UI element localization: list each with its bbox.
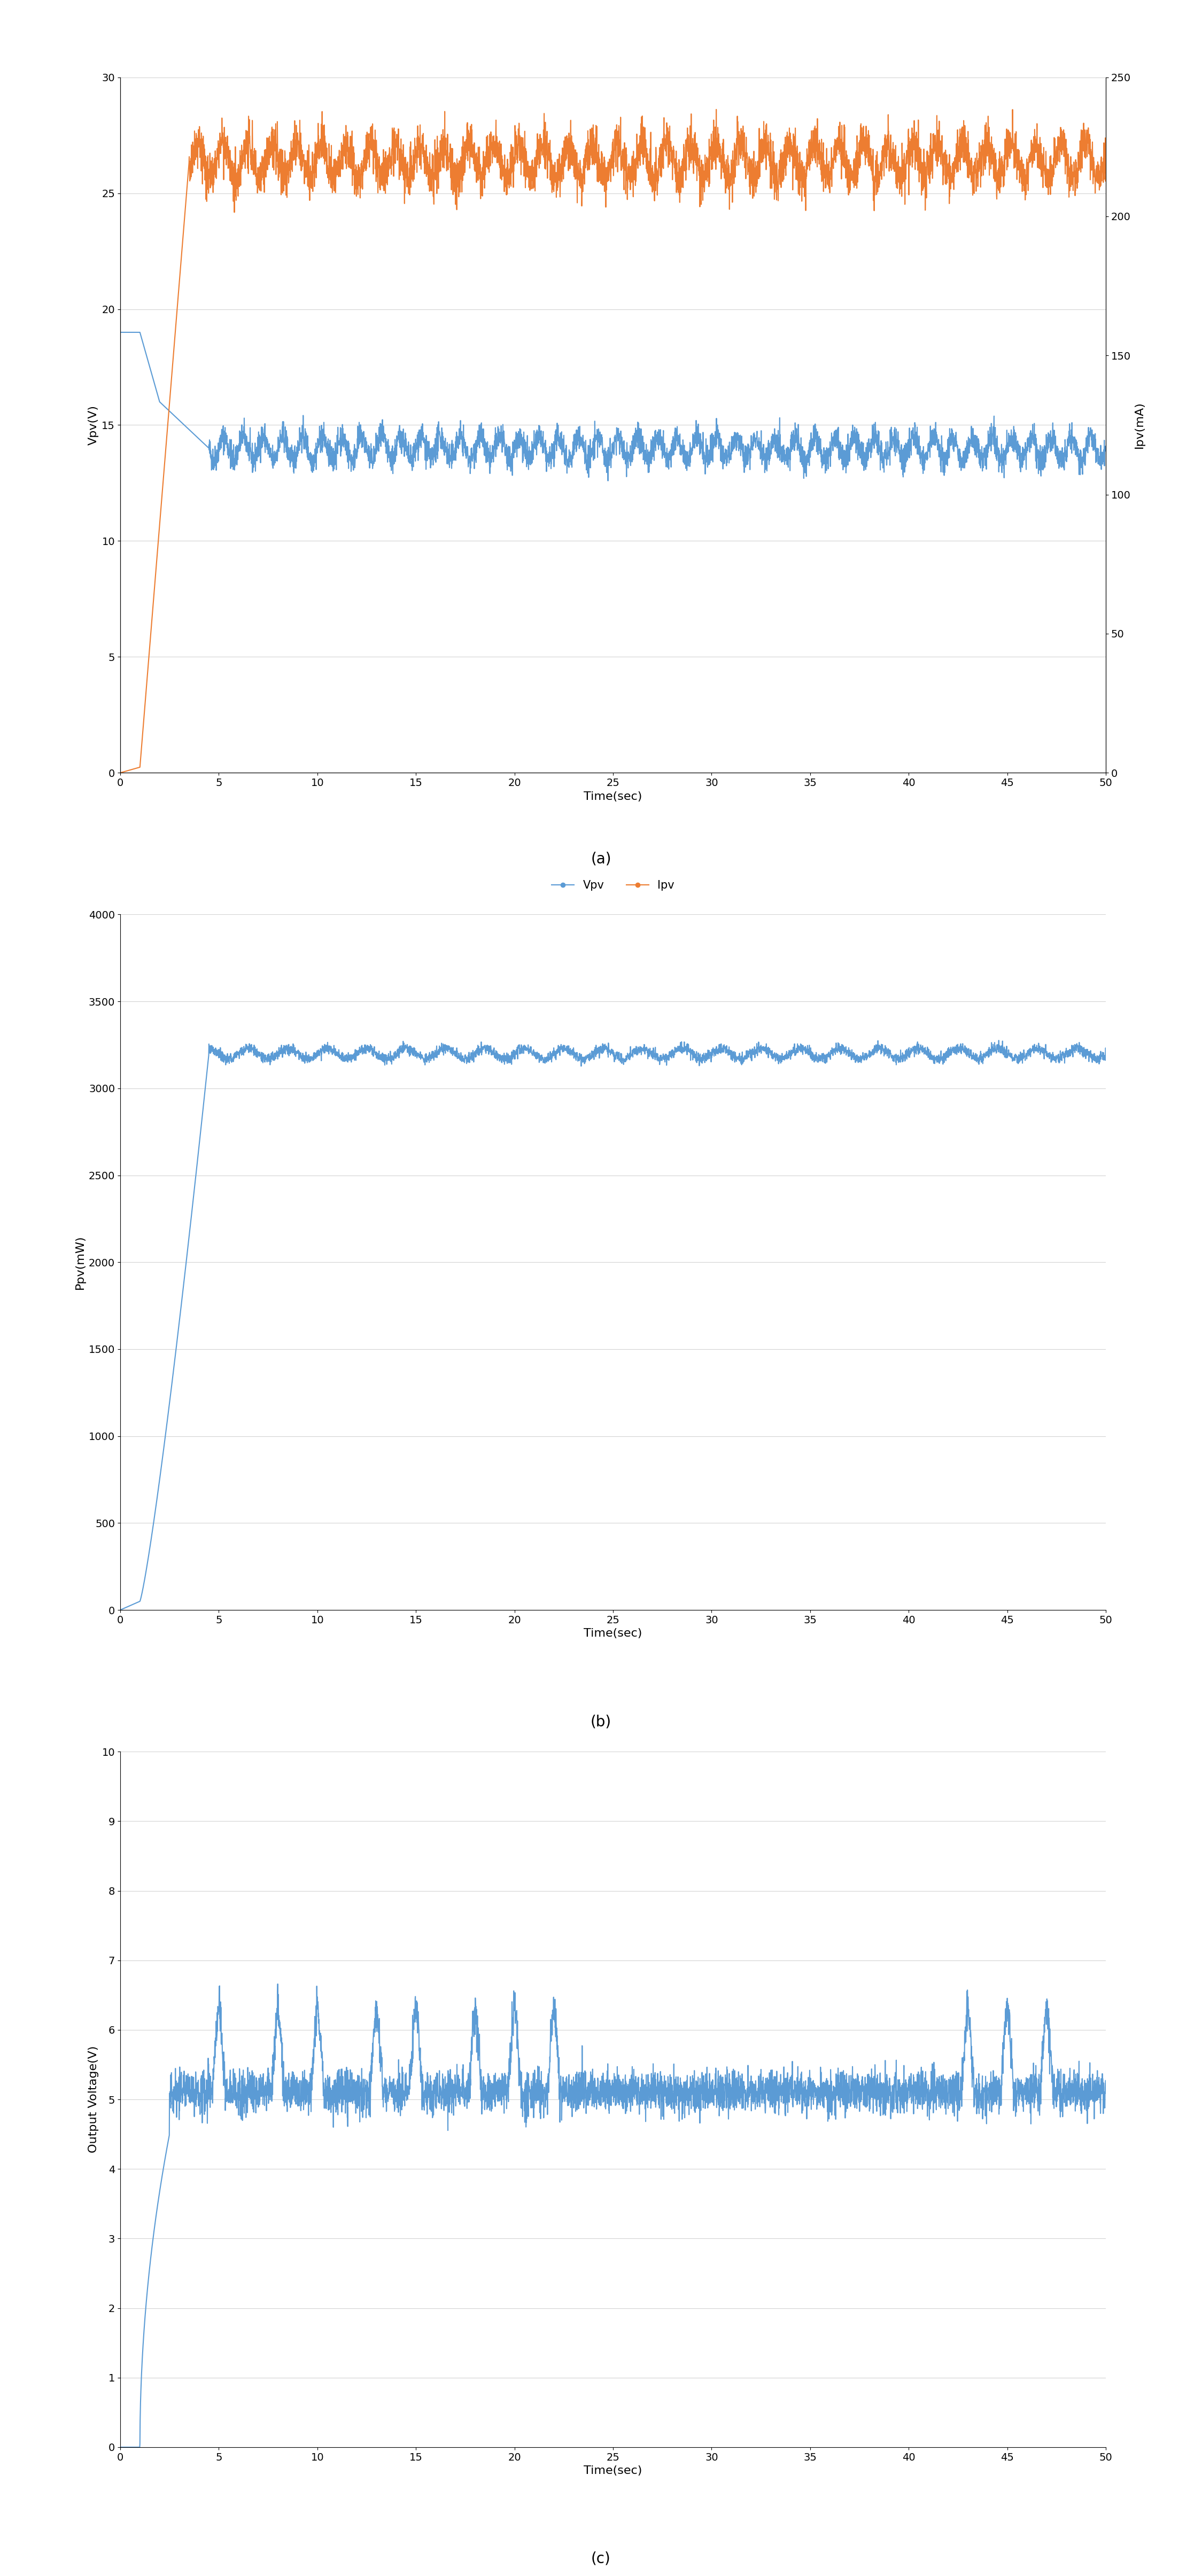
Vpv: [1099, 435, 1113, 466]
Line: Ipv: Ipv: [120, 108, 1106, 773]
Ipv: [849, 137, 863, 167]
X-axis label: Time(sec): Time(sec): [584, 2465, 642, 2476]
Y-axis label: Output Voltage(V): Output Voltage(V): [88, 2045, 99, 2154]
Vpv: [601, 466, 615, 497]
Text: (a): (a): [590, 850, 612, 866]
X-axis label: Time(sec): Time(sec): [584, 791, 642, 801]
Ipv: [113, 757, 127, 788]
X-axis label: Time(sec): Time(sec): [584, 1628, 642, 1638]
Ipv: [489, 121, 504, 152]
Ipv: [704, 118, 719, 149]
Ipv: [292, 144, 307, 175]
Text: (b): (b): [590, 1713, 612, 1728]
Y-axis label: Vpv(V): Vpv(V): [88, 404, 99, 446]
Legend: Vpv, Ipv: Vpv, Ipv: [547, 876, 679, 896]
Y-axis label: Ipv(mA): Ipv(mA): [1133, 402, 1144, 448]
Vpv: [489, 428, 504, 459]
Ipv: [709, 93, 724, 124]
Text: (c): (c): [591, 2550, 611, 2566]
Vpv: [113, 317, 127, 348]
Vpv: [923, 430, 938, 461]
Vpv: [849, 422, 863, 453]
Vpv: [292, 430, 307, 461]
Line: Vpv: Vpv: [120, 332, 1106, 482]
Vpv: [704, 417, 719, 448]
Ipv: [1099, 142, 1113, 173]
Ipv: [754, 147, 768, 178]
Ipv: [923, 118, 938, 149]
Vpv: [754, 433, 768, 464]
Y-axis label: Ppv(mW): Ppv(mW): [75, 1234, 85, 1291]
